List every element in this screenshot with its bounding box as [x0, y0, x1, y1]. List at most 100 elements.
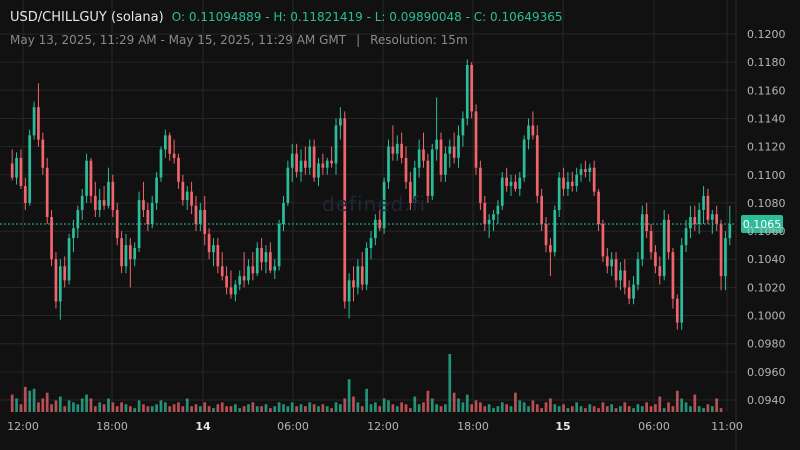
volume-bar	[535, 404, 539, 412]
volume-bar	[605, 406, 609, 412]
candle-body	[128, 245, 132, 260]
candle-body	[89, 160, 93, 196]
volume-bar	[233, 404, 237, 412]
x-tick-label: 06:00	[277, 420, 309, 433]
candle-body	[557, 177, 561, 210]
candle-body	[465, 64, 469, 119]
volume-bar	[260, 406, 263, 412]
volume-bar	[640, 406, 644, 412]
candle-body	[168, 135, 172, 154]
volume-bar	[347, 379, 351, 412]
candle-body	[658, 266, 662, 277]
candle-body	[702, 195, 705, 210]
volume-bar	[566, 408, 570, 412]
candle-body	[133, 247, 137, 260]
volume-bar	[80, 398, 84, 412]
volume-bar	[295, 406, 298, 412]
candle-body	[146, 209, 150, 225]
volume-bar	[457, 398, 460, 412]
candle-body	[63, 266, 67, 281]
candle-body	[374, 219, 377, 239]
volume-bar	[417, 404, 421, 412]
candle-body	[273, 266, 277, 271]
candle-body	[584, 169, 587, 172]
volume-bar	[28, 390, 32, 412]
volume-bar	[588, 404, 592, 412]
y-tick-label: 0.1040	[747, 253, 786, 266]
x-tick-label: 15	[555, 420, 570, 433]
candle-body	[391, 146, 395, 154]
candle-body	[299, 160, 303, 172]
volume-bar	[452, 392, 456, 412]
y-tick-label: 0.1020	[747, 281, 786, 294]
candle-body	[290, 153, 294, 168]
candle-body	[181, 181, 185, 201]
y-tick-label: 0.0940	[747, 394, 786, 407]
y-tick-label: 0.1080	[747, 197, 786, 210]
volume-bar	[325, 406, 329, 412]
volume-bar	[225, 406, 228, 412]
volume-bar	[107, 398, 110, 412]
candle-body	[422, 149, 425, 161]
volume-bar	[111, 402, 115, 412]
candle-body	[610, 259, 614, 267]
volume-bar	[177, 402, 180, 412]
candle-body	[710, 214, 714, 220]
volume-bar	[570, 406, 574, 412]
candle-body	[505, 177, 509, 187]
candle-body	[430, 149, 434, 196]
volume-bar	[465, 394, 469, 412]
volume-bar	[544, 402, 548, 412]
y-tick-label: 0.1120	[747, 141, 786, 154]
volume-bar	[395, 406, 399, 412]
volume-bar	[308, 402, 312, 412]
date-range: May 13, 2025, 11:29 AM - May 15, 2025, 1…	[10, 33, 347, 47]
candle-body	[19, 157, 23, 187]
volume-bar	[45, 392, 49, 412]
candle-body	[194, 205, 198, 225]
candle-body	[247, 266, 250, 281]
volume-bar	[575, 402, 579, 412]
candle-body	[352, 280, 355, 288]
volume-bar	[212, 408, 215, 412]
volume-bar	[649, 406, 653, 412]
volume-bar	[63, 406, 67, 412]
volume-bar	[58, 396, 62, 412]
candle-body	[198, 209, 202, 225]
candle-body	[470, 64, 473, 112]
volume-bar	[461, 402, 465, 412]
volume-bar	[229, 406, 233, 412]
watermark-logo: defined.fi	[322, 192, 427, 216]
candle-body	[155, 177, 158, 203]
x-tick-label: 14	[195, 420, 211, 433]
candle-body	[479, 167, 482, 203]
resolution-label: Resolution: 15m	[370, 33, 468, 47]
candle-body	[395, 143, 399, 154]
volume-bar	[356, 402, 360, 412]
candle-body	[649, 231, 653, 253]
volume-bar	[76, 404, 80, 412]
candle-body	[190, 191, 193, 206]
candle-body	[177, 157, 180, 182]
volume-bar	[404, 404, 408, 412]
volume-bar	[32, 388, 36, 412]
volume-bar	[500, 402, 504, 412]
candle-body	[120, 238, 123, 267]
candle-body	[575, 174, 579, 187]
candle-body	[487, 219, 491, 225]
candle-body	[592, 167, 596, 192]
volume-bar	[592, 406, 596, 412]
volume-bar	[120, 402, 123, 412]
volume-bar	[693, 394, 697, 412]
volume-bar	[251, 402, 255, 412]
volume-bar	[671, 406, 675, 412]
volume-bar	[400, 402, 403, 412]
candle-body	[369, 238, 373, 248]
candle-body	[715, 214, 719, 225]
volume-bar	[531, 400, 535, 412]
volume-bar	[159, 400, 163, 412]
volume-bar	[540, 408, 544, 412]
candle-body	[365, 247, 368, 285]
candle-body	[544, 224, 548, 246]
